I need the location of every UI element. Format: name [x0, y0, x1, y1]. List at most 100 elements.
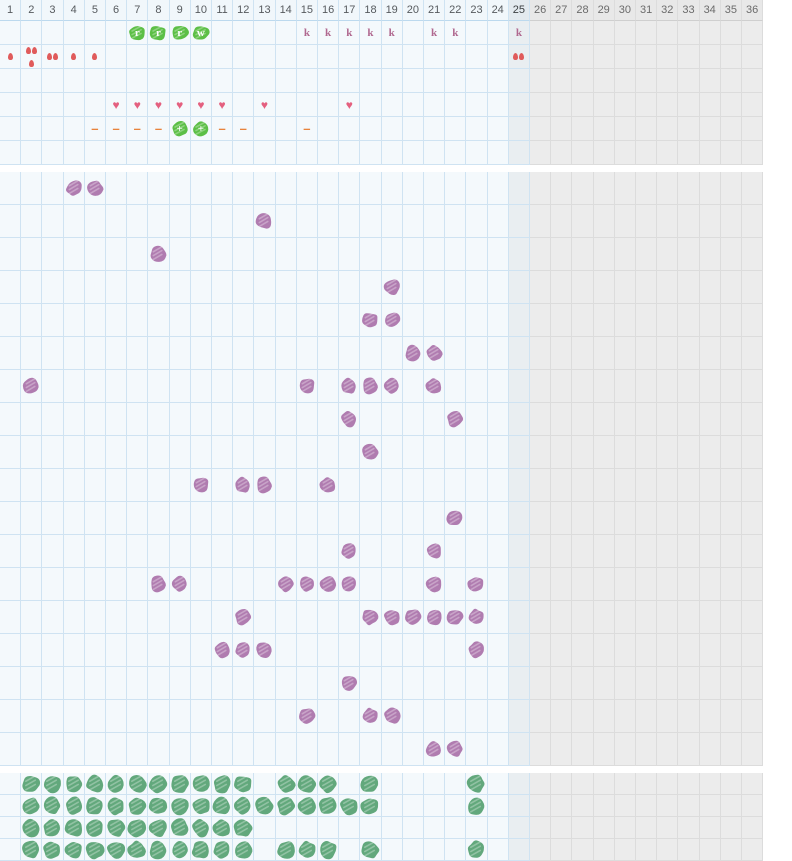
symptom-cell-9-31[interactable] [636, 436, 658, 469]
symptom-cell-6-10[interactable] [190, 337, 212, 370]
symptom-cell-11-10[interactable] [190, 502, 212, 535]
cell-intercourse-row-7[interactable]: ♥ [127, 93, 149, 117]
medication-cell-2-7[interactable] [127, 795, 149, 817]
column-header-2[interactable]: 2 [21, 0, 43, 21]
symptom-cell-7-20[interactable] [402, 370, 424, 403]
symptom-cell-14-26[interactable] [530, 601, 552, 634]
symptom-cell-6-17[interactable] [339, 337, 361, 370]
symptom-cell-8-5[interactable] [84, 403, 106, 436]
symptom-cell-18-3[interactable] [42, 733, 64, 766]
symptom-cell-9-4[interactable] [63, 436, 85, 469]
cell-letter-row-9[interactable]: r [169, 21, 191, 45]
symptom-cell-9-23[interactable] [466, 436, 488, 469]
symptom-cell-13-30[interactable] [614, 568, 636, 601]
symptom-cell-9-22[interactable] [445, 436, 467, 469]
medication-cell-2-19[interactable] [381, 795, 403, 817]
symptom-cell-9-34[interactable] [699, 436, 721, 469]
symptom-cell-10-33[interactable] [678, 469, 700, 502]
cell-letter-row-34[interactable] [699, 21, 721, 45]
symptom-cell-5-10[interactable] [190, 304, 212, 337]
symptom-cell-17-29[interactable] [593, 700, 615, 733]
symptom-cell-13-1[interactable] [0, 568, 22, 601]
symptom-cell-8-3[interactable] [42, 403, 64, 436]
symptom-cell-7-35[interactable] [720, 370, 742, 403]
medication-cell-3-13[interactable] [254, 817, 276, 839]
cell-intercourse-row-26[interactable] [530, 93, 552, 117]
symptom-cell-1-1[interactable] [0, 172, 22, 205]
symptom-cell-14-5[interactable] [84, 601, 106, 634]
symptom-cell-14-35[interactable] [720, 601, 742, 634]
symptom-cell-10-25[interactable] [508, 469, 530, 502]
medication-cell-1-35[interactable] [720, 773, 742, 795]
symptom-cell-1-25[interactable] [508, 172, 530, 205]
symptom-cell-8-23[interactable] [466, 403, 488, 436]
medication-cell-4-20[interactable] [402, 839, 424, 861]
medication-cell-1-20[interactable] [402, 773, 424, 795]
symptom-cell-2-28[interactable] [572, 205, 594, 238]
cell-test-row-11[interactable]: – [212, 117, 234, 141]
symptom-cell-4-9[interactable] [169, 271, 191, 304]
symptom-cell-10-27[interactable] [551, 469, 573, 502]
cell-bleeding-row-1[interactable] [0, 45, 22, 69]
medication-cell-1-13[interactable] [254, 773, 276, 795]
symptom-cell-12-7[interactable] [127, 535, 149, 568]
cell-bleeding-row-26[interactable] [530, 45, 552, 69]
symptom-cell-1-13[interactable] [254, 172, 276, 205]
symptom-cell-7-5[interactable] [84, 370, 106, 403]
cell-empty-row-2-15[interactable] [296, 141, 318, 165]
symptom-cell-18-23[interactable] [466, 733, 488, 766]
cell-letter-row-4[interactable] [63, 21, 85, 45]
cell-letter-row-20[interactable] [402, 21, 424, 45]
cell-test-row-30[interactable] [614, 117, 636, 141]
symptom-cell-12-8[interactable] [148, 535, 170, 568]
medication-cell-1-10[interactable] [190, 773, 212, 795]
symptom-cell-5-24[interactable] [487, 304, 509, 337]
symptom-cell-10-23[interactable] [466, 469, 488, 502]
column-header-11[interactable]: 11 [212, 0, 234, 21]
medication-cell-1-29[interactable] [593, 773, 615, 795]
symptom-cell-2-15[interactable] [296, 205, 318, 238]
symptom-cell-15-14[interactable] [275, 634, 297, 667]
symptom-cell-1-28[interactable] [572, 172, 594, 205]
column-header-21[interactable]: 21 [424, 0, 446, 21]
symptom-cell-4-4[interactable] [63, 271, 85, 304]
cell-empty-row-4[interactable] [63, 69, 85, 93]
symptom-cell-2-11[interactable] [212, 205, 234, 238]
cell-test-row-6[interactable]: – [106, 117, 128, 141]
symptom-cell-11-11[interactable] [212, 502, 234, 535]
symptom-cell-2-6[interactable] [106, 205, 128, 238]
symptom-cell-8-11[interactable] [212, 403, 234, 436]
symptom-cell-17-28[interactable] [572, 700, 594, 733]
symptom-cell-7-34[interactable] [699, 370, 721, 403]
cell-empty-row-2-13[interactable] [254, 141, 276, 165]
symptom-cell-4-14[interactable] [275, 271, 297, 304]
symptom-cell-9-36[interactable] [742, 436, 764, 469]
symptom-cell-10-7[interactable] [127, 469, 149, 502]
cell-intercourse-row-6[interactable]: ♥ [106, 93, 128, 117]
symptom-cell-7-23[interactable] [466, 370, 488, 403]
symptom-cell-13-2[interactable] [21, 568, 43, 601]
symptom-cell-6-9[interactable] [169, 337, 191, 370]
symptom-cell-3-34[interactable] [699, 238, 721, 271]
medication-cell-4-6[interactable] [106, 839, 128, 861]
symptom-cell-18-24[interactable] [487, 733, 509, 766]
cell-intercourse-row-20[interactable] [402, 93, 424, 117]
symptom-cell-11-22[interactable] [445, 502, 467, 535]
cell-letter-row-16[interactable]: k [318, 21, 340, 45]
symptom-cell-13-26[interactable] [530, 568, 552, 601]
symptom-cell-4-11[interactable] [212, 271, 234, 304]
symptom-cell-18-17[interactable] [339, 733, 361, 766]
symptom-cell-11-35[interactable] [720, 502, 742, 535]
symptom-cell-15-16[interactable] [318, 634, 340, 667]
medication-cell-2-30[interactable] [614, 795, 636, 817]
cell-empty-row-2-9[interactable] [169, 141, 191, 165]
symptom-cell-3-25[interactable] [508, 238, 530, 271]
medication-cell-1-18[interactable] [360, 773, 382, 795]
medication-cell-3-2[interactable] [21, 817, 43, 839]
medication-cell-4-34[interactable] [699, 839, 721, 861]
symptom-cell-9-15[interactable] [296, 436, 318, 469]
symptom-cell-17-8[interactable] [148, 700, 170, 733]
medication-cell-3-20[interactable] [402, 817, 424, 839]
symptom-cell-14-14[interactable] [275, 601, 297, 634]
symptom-cell-4-26[interactable] [530, 271, 552, 304]
